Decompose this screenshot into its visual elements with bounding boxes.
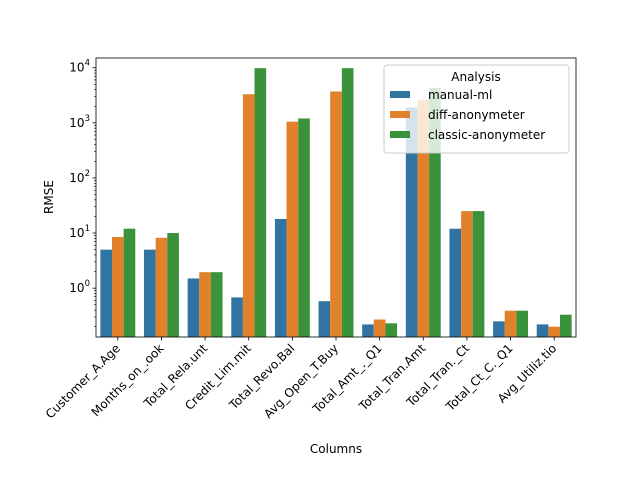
bar-manual-ml-2: [187, 278, 200, 337]
bar-manual-ml-8: [449, 228, 462, 337]
y-tick-exponent: 0: [85, 279, 90, 289]
x-axis-ticks: Customer_A.AgeMonths_on_.ookTotal_Rela.u…: [43, 337, 559, 421]
bar-manual-ml-0: [100, 249, 112, 337]
y-tick-label: 100: [69, 279, 90, 295]
legend-title: Analysis: [451, 70, 500, 84]
y-tick-label: 104: [69, 59, 90, 75]
bar-diff-anonymeter-3: [242, 94, 255, 337]
bar-diff-anonymeter-4: [286, 121, 299, 337]
legend-frame: [383, 64, 570, 154]
bar-classic-anonymeter-6: [385, 323, 398, 337]
y-tick-exponent: 3: [85, 114, 90, 124]
y-tick-base: 10: [69, 281, 84, 295]
bar-manual-ml-9: [493, 321, 505, 337]
bar-manual-ml-4: [274, 218, 287, 337]
y-tick-exponent: 1: [85, 224, 90, 234]
y-tick-base: 10: [69, 61, 84, 75]
bar-diff-anonymeter-10: [548, 326, 560, 337]
bar-manual-ml-3: [231, 297, 243, 337]
bar-manual-ml-7: [405, 107, 418, 337]
legend-label-diff-anonymeter: diff-anonymeter: [428, 108, 525, 122]
bar-classic-anonymeter-8: [472, 211, 485, 337]
bars-group: [100, 68, 572, 338]
y-tick-exponent: 2: [85, 169, 90, 179]
bar-classic-anonymeter-4: [298, 118, 310, 337]
bar-diff-anonymeter-0: [112, 236, 124, 337]
plot-frame: [95, 57, 577, 338]
bar-diff-anonymeter-7: [417, 99, 430, 337]
y-tick-label: 101: [69, 224, 90, 240]
bar-classic-anonymeter-1: [167, 233, 179, 337]
bar-classic-anonymeter-5: [341, 68, 354, 337]
legend-label-manual-ml: manual-ml: [428, 88, 492, 102]
bar-diff-anonymeter-5: [330, 91, 342, 337]
x-tick-label: Customer_A.Age: [43, 341, 123, 421]
bar-manual-ml-6: [362, 324, 374, 337]
bar-diff-anonymeter-1: [155, 237, 168, 337]
bar-diff-anonymeter-8: [461, 211, 473, 337]
bar-diff-anonymeter-6: [373, 319, 386, 337]
bar-classic-anonymeter-9: [516, 310, 528, 337]
y-tick-base: 10: [69, 171, 84, 185]
legend-swatch-manual-ml: [390, 91, 410, 98]
y-tick-label: 103: [69, 114, 90, 130]
bar-manual-ml-1: [144, 249, 156, 337]
x-axis-label: Columns: [310, 442, 362, 456]
bar-manual-ml-10: [536, 324, 549, 337]
bar-classic-anonymeter-3: [254, 68, 267, 337]
x-tick-label: Avg_Open_T.Buy: [261, 341, 341, 421]
bar-classic-anonymeter-2: [210, 272, 223, 337]
bar-diff-anonymeter-9: [504, 310, 517, 337]
legend-swatch-classic-anonymeter: [390, 131, 410, 138]
bar-classic-anonymeter-10: [560, 314, 572, 337]
legend-swatch-diff-anonymeter: [390, 111, 410, 118]
bar-classic-anonymeter-7: [429, 87, 441, 338]
y-axis-label: RMSE: [42, 180, 56, 214]
y-tick-base: 10: [69, 226, 84, 240]
bar-diff-anonymeter-2: [199, 272, 211, 337]
bar-manual-ml-5: [318, 301, 331, 337]
legend-label-classic-anonymeter: classic-anonymeter: [428, 128, 545, 142]
bar-classic-anonymeter-0: [123, 228, 136, 337]
legend: Analysis manual-ml diff-anonymeter classic…: [383, 64, 570, 154]
y-tick-label: 102: [69, 169, 90, 185]
y-tick-exponent: 4: [85, 59, 90, 69]
y-tick-base: 10: [69, 116, 84, 130]
